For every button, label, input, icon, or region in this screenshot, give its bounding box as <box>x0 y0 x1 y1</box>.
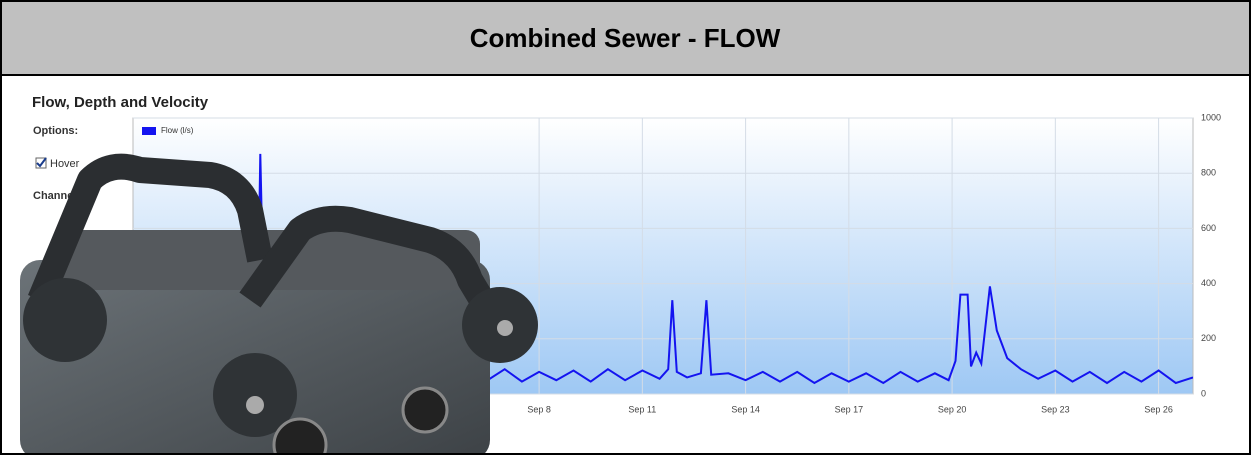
y-tick-label: 1000 <box>1201 112 1221 122</box>
checkmark <box>36 157 47 168</box>
x-tick-label: Sep 11 <box>628 404 656 414</box>
y-tick-label: 400 <box>1201 278 1216 288</box>
y-tick-label: 200 <box>1201 333 1216 343</box>
x-tick-label: Sep 23 <box>1041 404 1070 414</box>
header-bar <box>0 0 1251 76</box>
y-tick-label: 800 <box>1201 168 1216 178</box>
x-tick-label: Sep 26 <box>1144 404 1173 414</box>
y-tick-label: 0 <box>1201 388 1206 398</box>
device-photo <box>20 153 538 460</box>
x-tick-label: Sep 20 <box>938 404 967 414</box>
legend-label: Flow (l/s) <box>161 126 194 135</box>
options-label: Options: <box>33 125 78 137</box>
legend-swatch <box>142 127 156 135</box>
chart-title: Flow, Depth and Velocity <box>32 94 209 111</box>
x-tick-label: Sep 8 <box>527 404 551 414</box>
x-tick-label: Sep 17 <box>835 404 864 414</box>
x-tick-label: Sep 14 <box>731 404 760 414</box>
hover-label[interactable]: Hover <box>50 158 80 170</box>
y-tick-label: 600 <box>1201 223 1216 233</box>
header-title: Combined Sewer - FLOW <box>470 23 781 53</box>
